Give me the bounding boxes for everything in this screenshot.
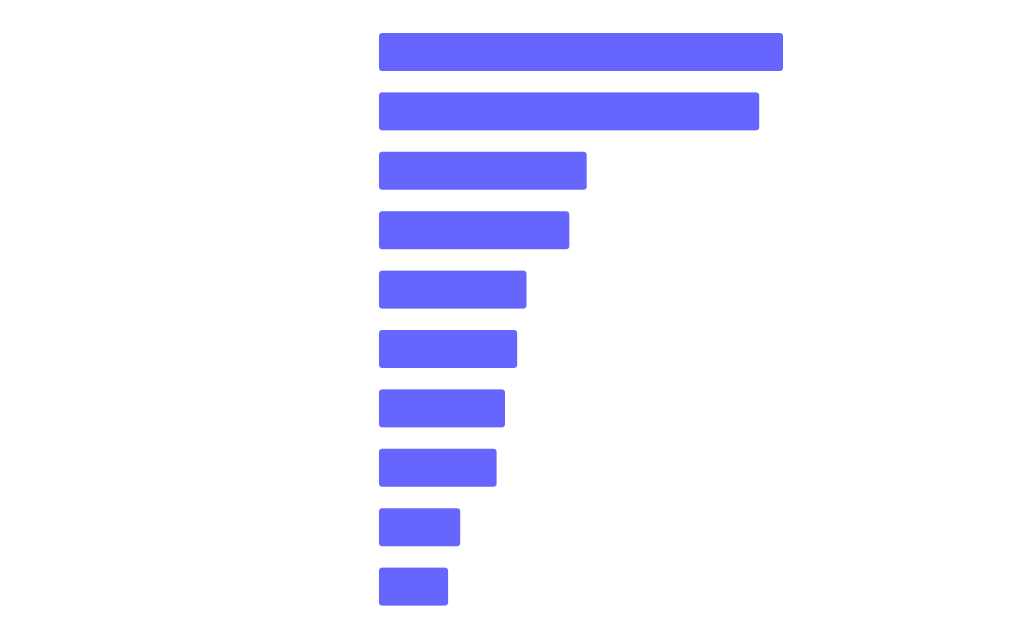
bar-4: [379, 211, 570, 250]
bar-9: [379, 508, 461, 547]
bar-6: [379, 330, 518, 368]
bar-8: [379, 448, 497, 487]
bar-10: [379, 567, 449, 606]
bar-1: [379, 33, 783, 71]
bar-2: [379, 92, 760, 131]
bars-group: [379, 33, 783, 606]
bar-5: [379, 270, 527, 309]
bar-7: [379, 389, 505, 428]
bar-3: [379, 151, 587, 190]
